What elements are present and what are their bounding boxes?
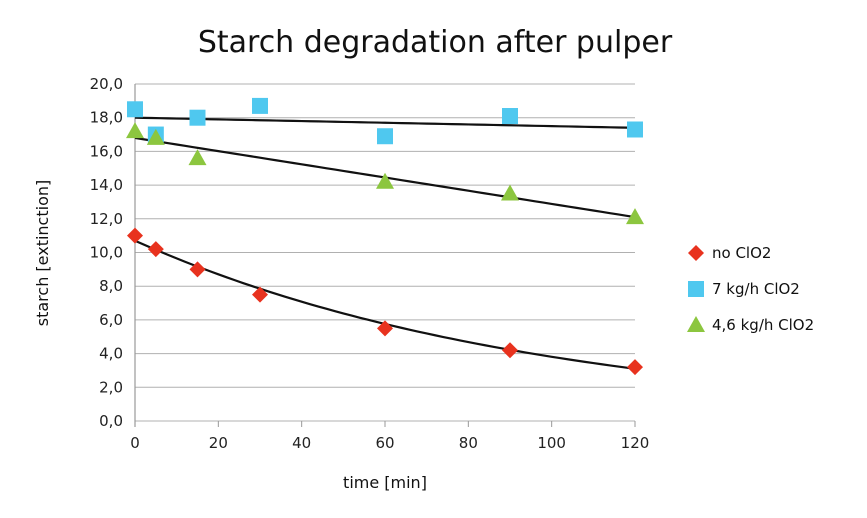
data-point: [252, 286, 268, 303]
trendline: [134, 239, 636, 370]
y-tick-label: 16,0: [90, 142, 123, 160]
legend-label: 7 kg/h ClO2: [712, 280, 800, 298]
legend-label: 4,6 kg/h ClO2: [712, 316, 814, 334]
x-tick-label: 0: [130, 434, 140, 452]
data-point: [376, 172, 394, 189]
y-tick-label: 6,0: [99, 311, 123, 329]
data-point: [627, 121, 643, 138]
data-point: [146, 128, 165, 145]
legend-marker: [687, 316, 705, 332]
data-point: [147, 241, 164, 258]
trendline: [134, 116, 636, 129]
x-tick-label: 60: [375, 434, 394, 452]
legend-marker: [688, 281, 704, 297]
data-point: [127, 101, 143, 118]
y-tick-label: 2,0: [99, 378, 123, 396]
y-tick-label: 8,0: [99, 277, 123, 295]
y-tick-label: 18,0: [90, 109, 123, 127]
chart-title: Starch degradation after pulper: [198, 25, 673, 60]
data-point: [501, 184, 519, 201]
data-point: [502, 342, 518, 359]
data-point: [252, 97, 268, 114]
y-tick-label: 10,0: [90, 244, 123, 262]
x-tick-label: 80: [459, 434, 478, 452]
x-axis-label: time [min]: [343, 473, 427, 492]
x-tick-label: 120: [621, 434, 650, 452]
y-tick-label: 14,0: [90, 176, 123, 194]
data-point: [126, 122, 144, 139]
data-point: [188, 149, 207, 166]
data-point: [502, 108, 518, 125]
data-point: [377, 320, 393, 337]
data-point: [626, 208, 644, 225]
legend-label: no ClO2: [712, 244, 771, 262]
x-tick-label: 40: [292, 434, 311, 452]
x-tick-label: 100: [537, 434, 566, 452]
y-tick-label: 4,0: [99, 345, 123, 363]
data-point: [377, 128, 393, 145]
data-point: [127, 227, 143, 244]
y-tick-label: 12,0: [90, 210, 123, 228]
data-point: [627, 359, 643, 376]
legend-marker: [688, 245, 704, 261]
y-tick-label: 0,0: [99, 412, 123, 430]
legend: no ClO2 7 kg/h ClO2 4,6 kg/h ClO2: [687, 244, 814, 334]
y-axis-label: starch [extinction]: [33, 180, 52, 326]
x-tick-label: 20: [209, 434, 228, 452]
data-point: [189, 261, 206, 278]
data-point: [189, 109, 206, 126]
y-tick-label: 20,0: [90, 75, 123, 93]
